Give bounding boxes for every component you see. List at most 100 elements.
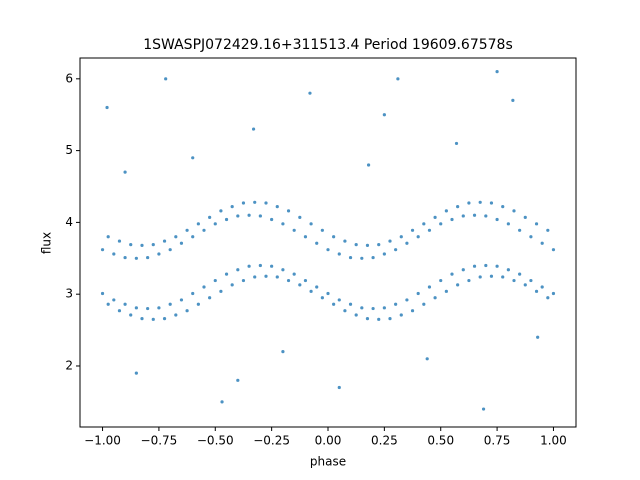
point — [546, 228, 550, 232]
point — [332, 302, 336, 306]
point — [354, 243, 358, 247]
point — [253, 200, 257, 204]
plot-frame — [79, 57, 577, 428]
point — [529, 235, 533, 239]
point — [433, 215, 437, 219]
point — [529, 278, 533, 283]
y-tick-label: 3 — [65, 287, 73, 301]
x-tick-label: 0.50 — [427, 434, 454, 448]
point — [343, 239, 347, 243]
point — [501, 205, 505, 209]
point — [394, 248, 398, 252]
point — [106, 235, 110, 239]
point — [489, 201, 494, 205]
point — [416, 291, 420, 296]
point — [253, 275, 257, 279]
point — [252, 127, 256, 131]
point — [518, 228, 522, 232]
point — [179, 241, 184, 245]
point — [247, 213, 251, 217]
point — [236, 378, 240, 382]
x-tick-label: −1.00 — [84, 434, 121, 448]
y-tick-label: 6 — [65, 71, 73, 85]
point — [444, 209, 448, 213]
point — [202, 228, 206, 232]
point — [396, 77, 400, 81]
point — [456, 205, 460, 209]
point — [540, 241, 544, 245]
point — [112, 252, 116, 256]
point — [100, 291, 105, 296]
point — [224, 217, 229, 222]
point — [484, 263, 488, 268]
point — [371, 306, 375, 311]
point — [518, 272, 522, 276]
point — [140, 243, 144, 247]
point — [298, 283, 302, 287]
point — [377, 317, 381, 321]
point — [388, 316, 392, 321]
point — [308, 91, 312, 95]
point — [360, 306, 364, 310]
point — [213, 278, 217, 283]
point — [157, 306, 161, 310]
point — [343, 309, 347, 313]
point — [213, 222, 217, 226]
point — [399, 235, 403, 239]
point — [196, 222, 200, 226]
point — [298, 215, 302, 219]
point — [191, 235, 195, 239]
point — [454, 141, 459, 146]
point — [140, 316, 144, 321]
point — [405, 241, 409, 245]
point — [185, 228, 189, 232]
point — [174, 235, 178, 239]
y-tick-label: 5 — [65, 143, 73, 157]
point — [146, 306, 150, 311]
point — [162, 316, 167, 321]
point — [164, 77, 168, 81]
point — [439, 278, 443, 283]
point — [422, 302, 426, 306]
point — [551, 248, 556, 252]
point — [461, 214, 465, 218]
point — [478, 200, 482, 204]
point — [523, 215, 527, 219]
point — [247, 264, 251, 268]
point — [348, 302, 353, 306]
point — [320, 228, 324, 232]
point — [371, 255, 375, 260]
point — [315, 241, 319, 245]
point — [315, 285, 319, 289]
point — [219, 209, 223, 213]
point — [191, 156, 195, 160]
point — [456, 283, 460, 287]
point — [281, 268, 285, 272]
point — [354, 313, 358, 317]
point — [551, 291, 556, 296]
point — [489, 274, 494, 278]
point — [220, 400, 224, 404]
point — [224, 272, 229, 276]
point — [405, 298, 409, 302]
point — [337, 298, 341, 302]
point — [382, 252, 386, 256]
point — [275, 275, 279, 279]
point — [230, 205, 234, 209]
point — [512, 278, 516, 283]
point — [258, 263, 262, 268]
point — [534, 289, 539, 293]
point — [196, 302, 200, 306]
point — [484, 214, 488, 218]
point — [208, 296, 212, 300]
point — [399, 313, 403, 317]
point — [281, 350, 285, 354]
point — [433, 296, 437, 300]
point — [123, 255, 127, 260]
point — [168, 302, 172, 306]
point — [416, 235, 420, 239]
point — [286, 278, 291, 283]
x-tick-label: 0.25 — [371, 434, 398, 448]
